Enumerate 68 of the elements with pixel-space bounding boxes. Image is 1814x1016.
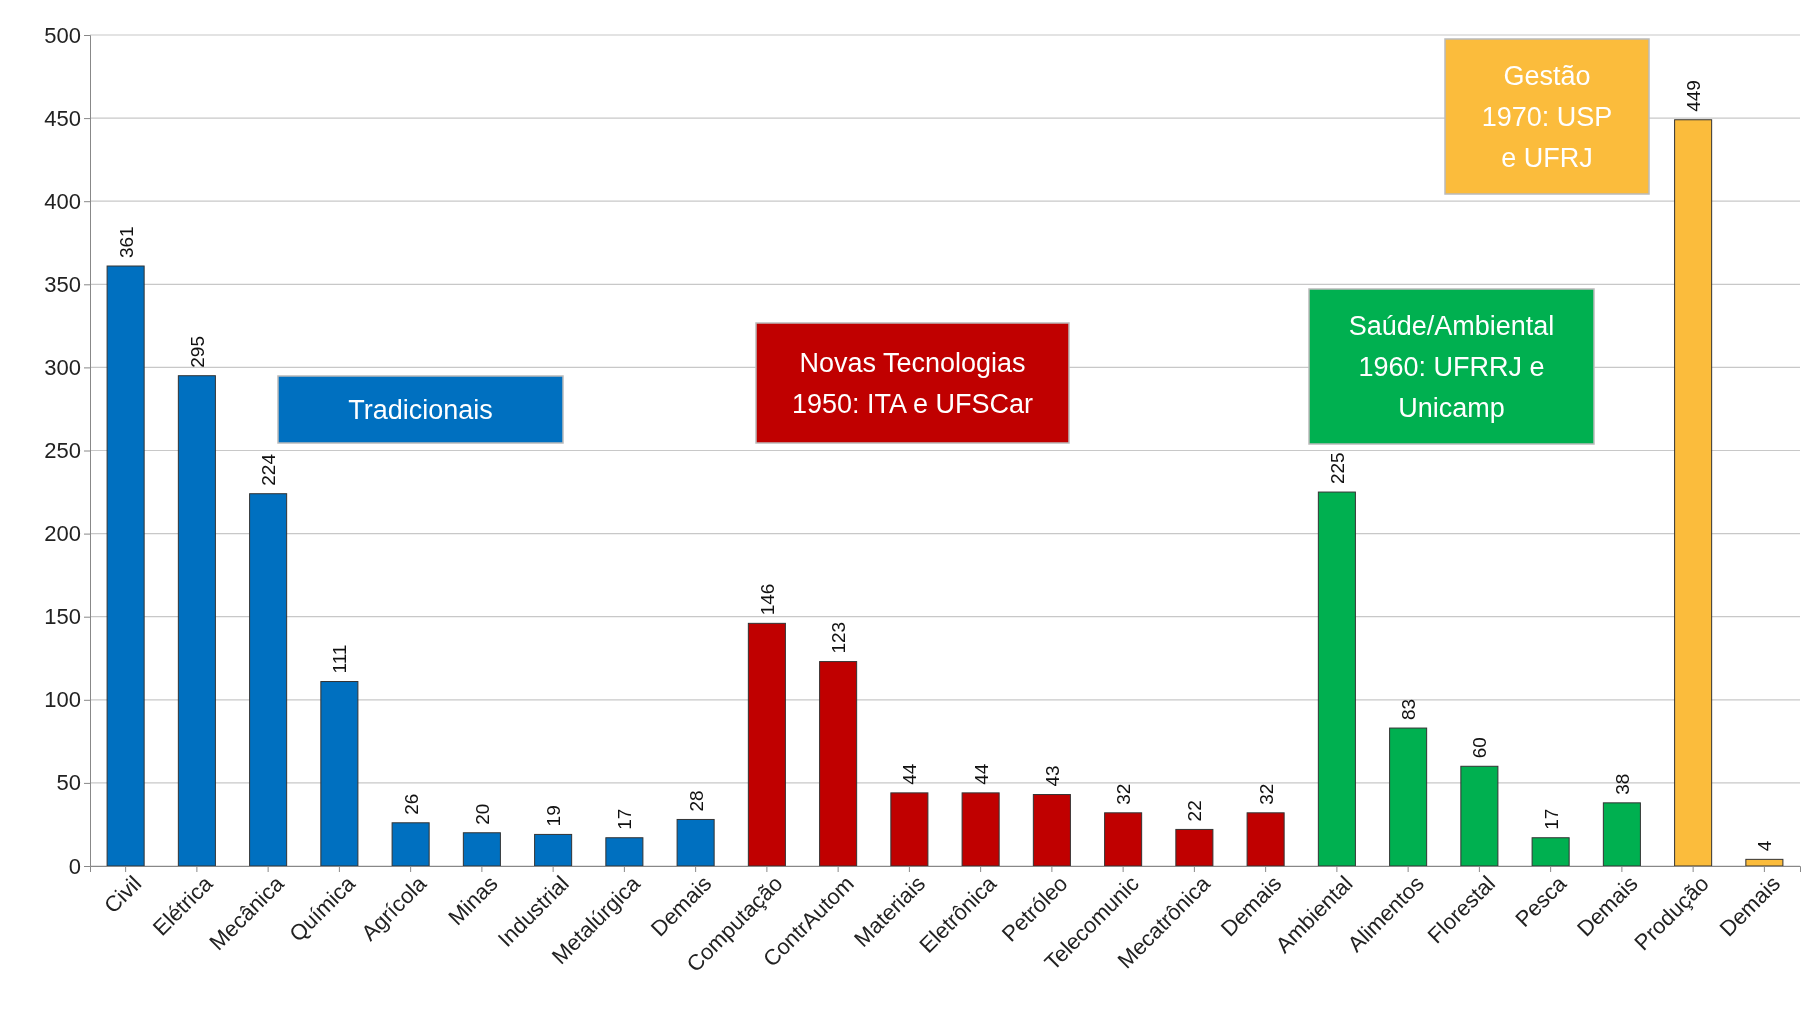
bar bbox=[106, 265, 145, 867]
bar bbox=[676, 818, 715, 867]
data-label: 123 bbox=[828, 621, 850, 654]
data-label: 17 bbox=[614, 808, 636, 830]
bar bbox=[961, 792, 1000, 867]
data-label: 361 bbox=[115, 226, 137, 259]
data-label: 44 bbox=[899, 763, 921, 785]
label-box: Tradicionais bbox=[277, 375, 564, 444]
bar bbox=[1389, 727, 1428, 867]
data-label: 146 bbox=[756, 583, 778, 616]
data-label: 22 bbox=[1184, 800, 1206, 822]
data-label: 111 bbox=[329, 644, 351, 674]
y-tick-label: 500 bbox=[44, 22, 81, 48]
data-label: 225 bbox=[1326, 452, 1348, 485]
y-tick-label: 100 bbox=[44, 687, 81, 713]
data-label: 17 bbox=[1540, 808, 1562, 830]
annotation: Gestão 1970: USP e UFRJ bbox=[1481, 60, 1613, 173]
y-tick-label: 0 bbox=[68, 853, 81, 879]
data-label: 449 bbox=[1683, 80, 1705, 112]
y-tick-label: 400 bbox=[44, 188, 81, 214]
bar bbox=[1460, 765, 1499, 867]
data-label: 32 bbox=[1113, 783, 1135, 805]
data-label: 28 bbox=[685, 790, 707, 812]
annotation: Tradicionais bbox=[348, 394, 493, 425]
data-label: 19 bbox=[543, 805, 565, 827]
bar bbox=[1531, 837, 1570, 867]
annotation: Saúde/Ambiental 1960: UFRRJ e Unicamp bbox=[1348, 310, 1555, 423]
data-label: 83 bbox=[1398, 698, 1420, 721]
bar bbox=[249, 493, 288, 867]
bar bbox=[534, 833, 573, 867]
bar bbox=[1745, 858, 1784, 867]
bar bbox=[1175, 828, 1214, 867]
annotation: Novas Tecnologias 1950: ITA e UFSCar bbox=[791, 347, 1034, 419]
data-label: 295 bbox=[186, 336, 208, 368]
x-tick-label: Civil bbox=[99, 870, 147, 918]
y-tick-label: 450 bbox=[44, 105, 81, 131]
data-label: 224 bbox=[258, 453, 280, 486]
y-tick-label: 200 bbox=[44, 521, 81, 547]
data-label: 32 bbox=[1255, 783, 1277, 805]
data-label: 38 bbox=[1611, 773, 1633, 795]
bar bbox=[747, 622, 786, 867]
bar bbox=[1317, 491, 1356, 867]
bar bbox=[391, 822, 430, 867]
y-tick-label: 300 bbox=[44, 354, 81, 380]
bar bbox=[1032, 794, 1071, 867]
label-box: Gestão 1970: USP e UFRJ bbox=[1444, 38, 1650, 195]
bar bbox=[1246, 812, 1285, 867]
bar bbox=[177, 375, 216, 867]
y-tick-label: 250 bbox=[44, 438, 81, 464]
label-box: Saúde/Ambiental 1960: UFRRJ e Unicamp bbox=[1308, 288, 1595, 445]
y-tick-label: 350 bbox=[44, 271, 81, 297]
data-label: 20 bbox=[471, 803, 493, 825]
bar bbox=[605, 837, 644, 867]
bar bbox=[890, 792, 929, 867]
data-label: 44 bbox=[970, 763, 992, 785]
data-label: 26 bbox=[400, 793, 422, 815]
bar bbox=[320, 681, 359, 867]
y-tick-label: 150 bbox=[44, 604, 81, 630]
bar bbox=[462, 832, 501, 867]
data-label: 43 bbox=[1041, 765, 1063, 787]
label-box: Novas Tecnologias 1950: ITA e UFSCar bbox=[755, 322, 1070, 444]
bar bbox=[1602, 802, 1641, 867]
data-label: 60 bbox=[1469, 737, 1491, 759]
data-label: 4 bbox=[1754, 840, 1776, 852]
bar bbox=[819, 661, 858, 867]
bar bbox=[1104, 812, 1143, 867]
y-tick-label: 50 bbox=[56, 770, 81, 796]
bar bbox=[1674, 119, 1713, 867]
